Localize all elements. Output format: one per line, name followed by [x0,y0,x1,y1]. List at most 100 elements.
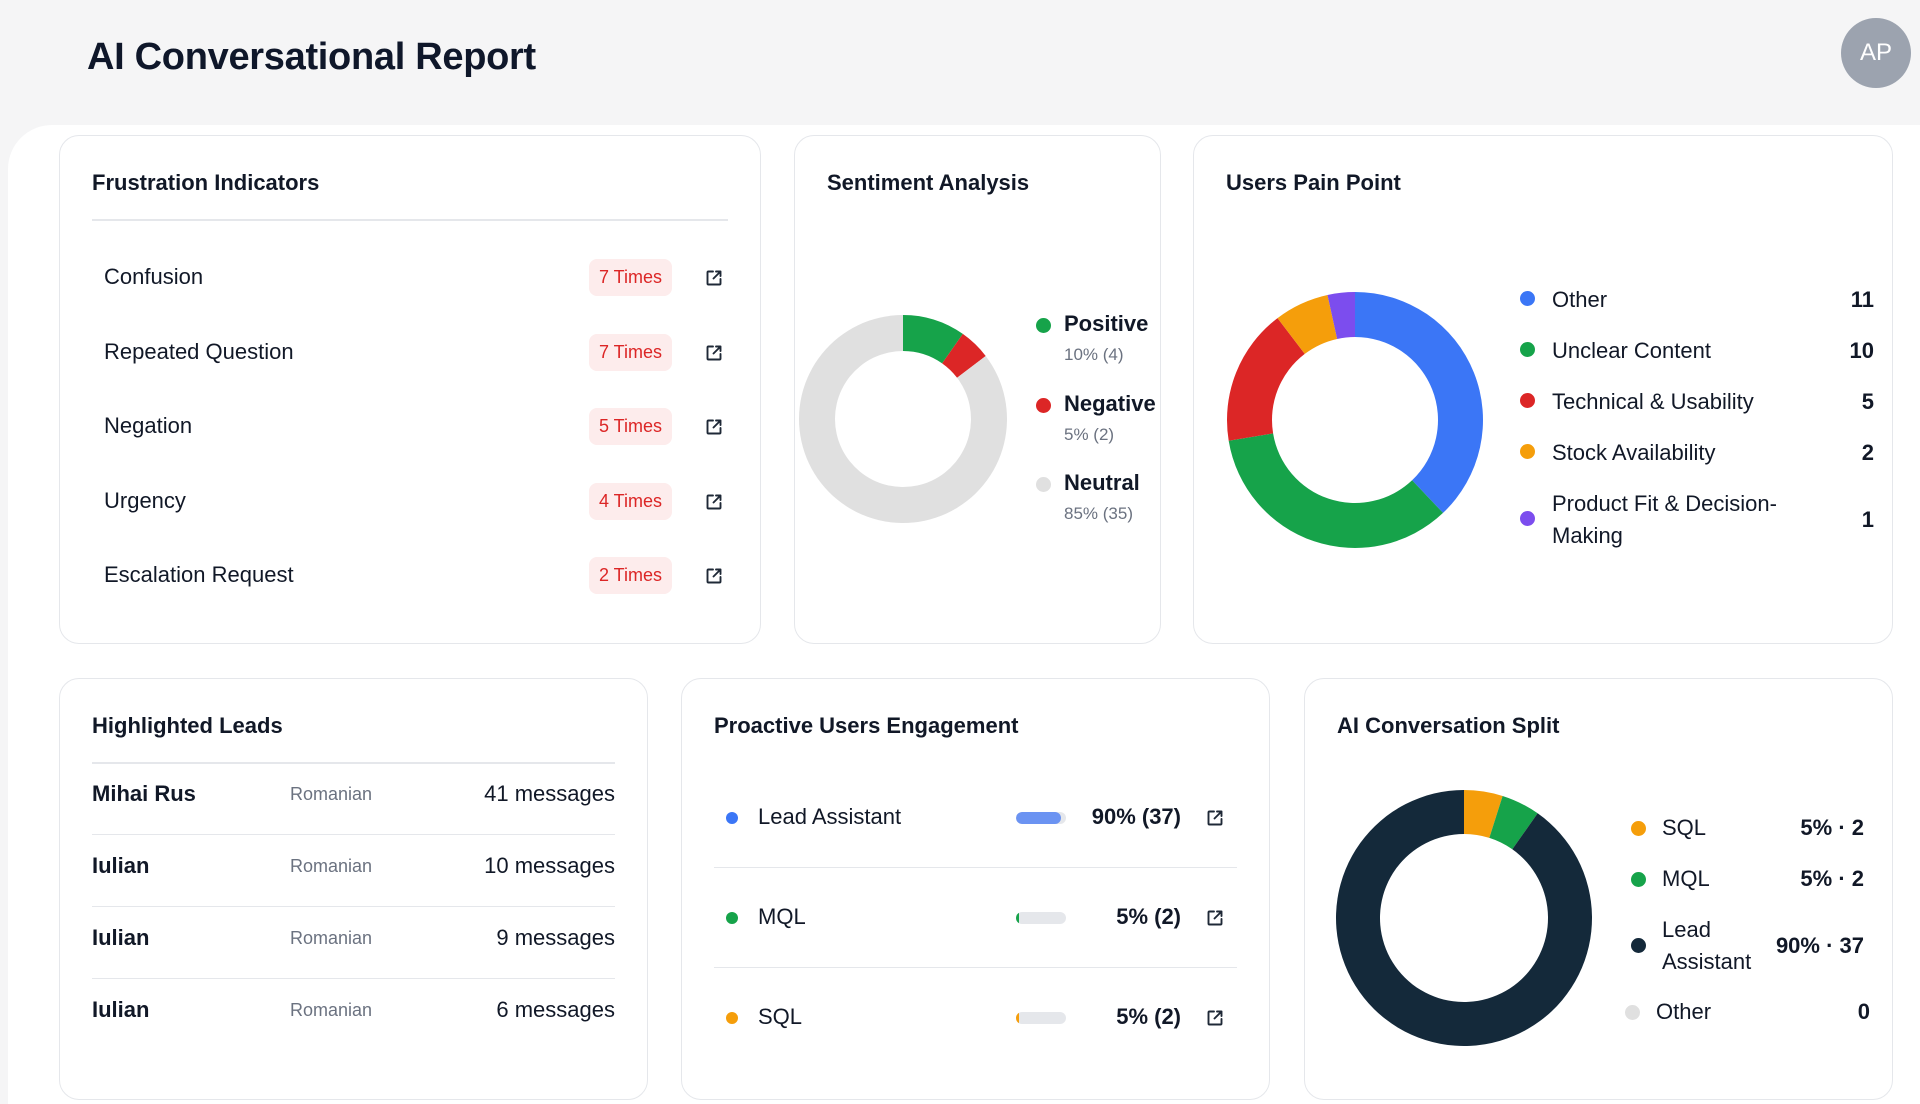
legend-value: 1 [1861,507,1874,532]
legend-mql: MQL 5% · 2 [1631,863,1864,895]
card-title: Users Pain Point [1226,170,1401,195]
lead-message-count: 9 messages [496,925,615,950]
indicator-label: Negation [104,413,193,438]
external-link-icon[interactable] [704,268,724,288]
row-divider [714,866,1237,868]
lead-name: Iulian [92,997,150,1022]
external-link-icon[interactable] [704,417,724,437]
legend-label: Other [1552,287,1608,312]
legend-other: Other 0 [1625,996,1870,1028]
lead-language: Romanian [290,1000,373,1020]
row-divider [92,905,615,907]
card-title: Frustration Indicators [92,170,320,195]
legend-value: 85% (35) [1064,504,1133,523]
legend-value: 5 [1861,389,1874,414]
legend-value: 11 [1850,287,1874,312]
users-pain-point-card: Users Pain Point Other 11 Unclear Conten… [1193,135,1893,644]
series-dot [726,812,738,824]
top-bar: AI Conversational Report AP [0,0,1920,125]
external-link-icon[interactable] [1205,908,1225,928]
legend-label: Lead Assistant [1662,917,1752,974]
frustration-row-urgency: Urgency 4 Times [104,482,724,522]
pain-slice-technical-usability [1227,318,1305,441]
lead-message-count: 41 messages [484,781,615,806]
lead-language: Romanian [290,856,373,876]
engagement-value: 5% (2) [1116,904,1181,929]
external-link-icon[interactable] [1205,808,1225,828]
legend-value: 5% · 2 [1800,866,1864,891]
split-slice-lead-assistant [1336,790,1592,1046]
highlighted-leads-card: Highlighted Leads Mihai Rus Romanian 41 … [59,678,648,1100]
count-badge: 2 Times [588,557,672,594]
progress-fill [1016,812,1061,824]
sentiment-analysis-card: Sentiment Analysis Positive 10% (4) Nega… [794,135,1161,644]
card-title: Highlighted Leads [92,713,283,738]
engagement-value: 5% (2) [1116,1004,1181,1029]
card-title: Proactive Users Engagement [714,713,1019,738]
count-badge: 5 Times [588,408,672,445]
legend-dot [1631,938,1646,953]
lead-row[interactable]: Iulian Romanian 9 messages [92,907,615,979]
lead-message-count: 10 messages [484,853,615,878]
legend-dot [1520,444,1535,459]
pain-slice-other [1355,292,1483,513]
sentiment-slice-positive [903,315,963,364]
legend-dot [1631,821,1646,836]
legend-value: 2 [1861,440,1874,465]
row-divider [92,977,615,979]
series-dot [726,912,738,924]
lead-name: Mihai Rus [92,781,196,806]
engagement-row-mql: MQL 5% (2) [714,868,1237,968]
lead-message-count: 6 messages [496,997,615,1022]
lead-language: Romanian [290,784,373,804]
legend-value: 5% (2) [1064,425,1115,444]
external-link-icon[interactable] [704,566,724,586]
legend-dot [1520,291,1535,306]
legend-label: Technical & Usability [1552,389,1754,414]
legend-value: 90% · 37 [1775,933,1864,958]
indicator-label: Escalation Request [104,562,294,587]
external-link-icon[interactable] [1205,1008,1225,1028]
progress-bar [1016,1012,1066,1024]
engagement-row-lead-assistant: Lead Assistant 90% (37) [714,768,1237,868]
progress-bar [1016,812,1066,824]
engagement-label: MQL [758,904,806,929]
row-divider [92,833,615,835]
frustration-row-escalation-request: Escalation Request 2 Times [104,556,724,596]
divider [92,219,728,221]
engagement-row-sql: SQL 5% (2) [714,968,1237,1068]
engagement-value: 90% (37) [1091,804,1181,829]
avatar[interactable]: AP [1841,18,1911,88]
count-badge: 7 Times [588,334,672,371]
legend-dot [1036,398,1051,413]
lead-row[interactable]: Iulian Romanian 6 messages [92,979,615,1051]
sentiment-slice-negative [942,333,986,378]
engagement-label: SQL [758,1004,803,1029]
card-title: Sentiment Analysis [827,170,1030,195]
legend-dot [1520,511,1535,526]
legend-label: Positive [1064,311,1149,336]
legend-dot [1631,872,1646,887]
pain-point-donut-chart [1227,292,1483,548]
legend-dot [1625,1005,1640,1020]
lead-name: Iulian [92,925,150,950]
indicator-label: Repeated Question [104,339,294,364]
legend-label: Unclear Content [1552,338,1711,363]
frustration-row-repeated-question: Repeated Question 7 Times [104,333,724,373]
sentiment-donut-chart [799,315,1007,523]
lead-row[interactable]: Iulian Romanian 10 messages [92,835,615,907]
legend-dot [1036,477,1051,492]
sentiment-slice-neutral [799,315,1007,523]
legend-value: 10 [1849,338,1874,363]
legend-label: Neutral [1064,470,1140,495]
progress-fill [1016,1012,1019,1024]
lead-row[interactable]: Mihai Rus Romanian 41 messages [92,763,615,835]
count-badge: 4 Times [588,483,672,520]
split-slice-mql [1489,795,1538,850]
legend-dot [1520,393,1535,408]
legend-dot [1520,342,1535,357]
legend-value: 10% (4) [1064,345,1124,364]
external-link-icon[interactable] [704,492,724,512]
external-link-icon[interactable] [704,343,724,363]
frustration-row-confusion: Confusion 7 Times [104,258,724,298]
